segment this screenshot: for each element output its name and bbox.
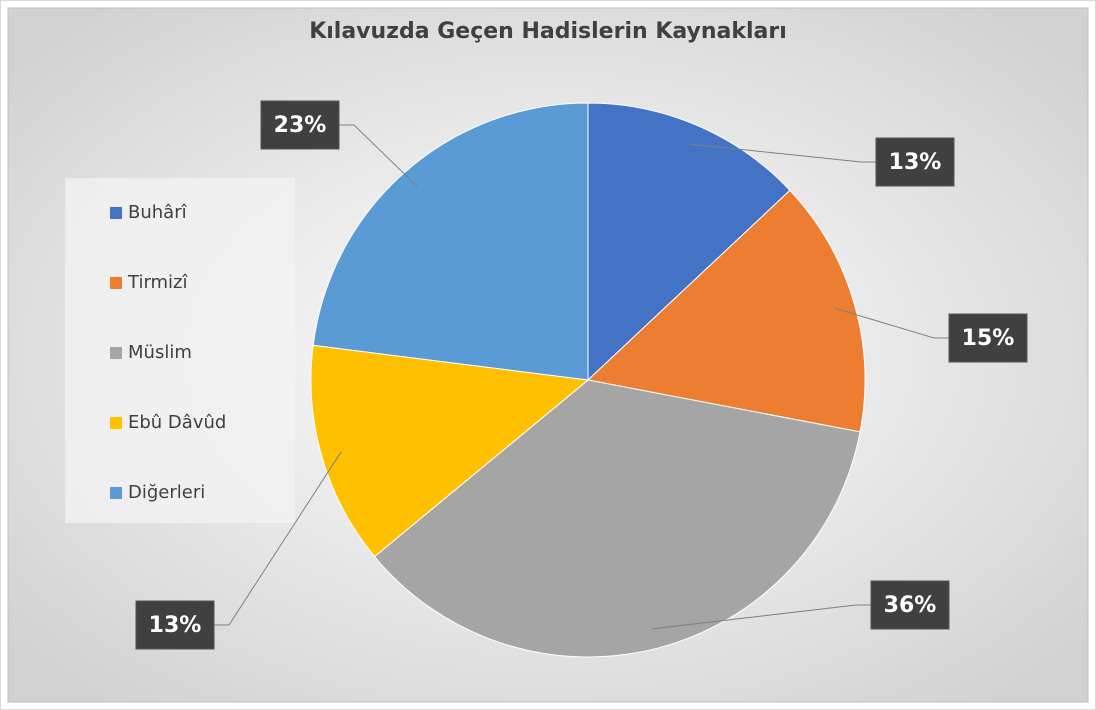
leader-line [651,604,871,630]
data-label: 23% [274,113,327,138]
legend-swatch [110,417,122,429]
pie-slice [586,189,866,433]
legend-label: Buhârî [128,202,188,223]
pie-slice [312,102,589,381]
leader-line [834,307,949,339]
data-label-box [260,100,340,150]
legend-swatch [110,277,122,289]
chart-title: Kılavuzda Geçen Hadislerin Kaynakları [309,19,787,44]
pie-slice [373,379,861,658]
legend-label: Ebû Dâvûd [128,412,226,433]
legend-label: Diğerleri [128,482,205,503]
legend-swatch [110,487,122,499]
pie-slice [587,102,791,382]
legend-box [65,178,295,523]
data-label-box [870,580,950,630]
pie-slice [310,344,590,558]
data-label: 36% [884,593,937,618]
leader-line [690,143,876,163]
data-label: 13% [889,150,942,175]
leader-line [214,451,342,626]
data-label-box [948,313,1028,363]
legend-label: Müslim [128,342,192,363]
legend-label: Tirmizî [127,272,189,293]
data-label-box [875,137,955,187]
leader-line [339,124,419,188]
legend-swatch [110,207,122,219]
data-label: 13% [149,613,202,638]
data-label-box [135,600,215,650]
data-label: 15% [962,326,1015,351]
legend-swatch [110,347,122,359]
